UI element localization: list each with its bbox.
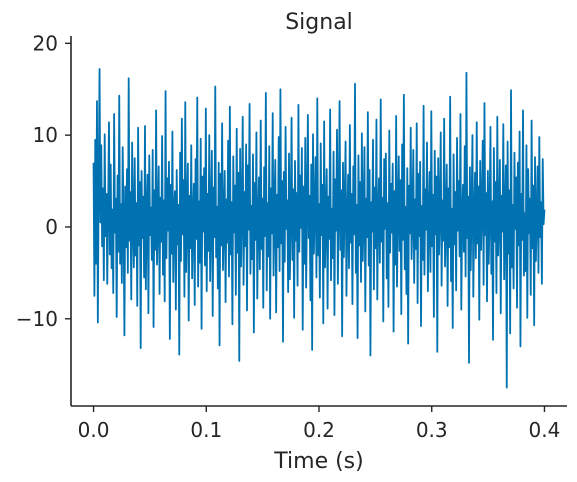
x-axis-ticks: 0.0 0.1 0.2 0.3 0.4 — [78, 406, 561, 442]
x-tick-label: 0.3 — [416, 418, 448, 442]
signal-series-line — [92, 68, 546, 389]
x-tick-label: 0.1 — [190, 418, 222, 442]
y-tick-label: −10 — [16, 307, 58, 331]
y-tick-label: 10 — [33, 123, 58, 147]
chart-title: Signal — [285, 10, 353, 35]
x-axis-label: Time (s) — [273, 449, 363, 474]
x-tick-label: 0.2 — [303, 418, 335, 442]
y-tick-label: 0 — [45, 215, 58, 239]
y-axis-ticks: −10 0 10 20 — [16, 31, 71, 331]
x-tick-label: 0.0 — [78, 418, 110, 442]
y-tick-label: 20 — [33, 31, 58, 55]
plot-area — [92, 68, 546, 389]
x-tick-label: 0.4 — [529, 418, 561, 442]
